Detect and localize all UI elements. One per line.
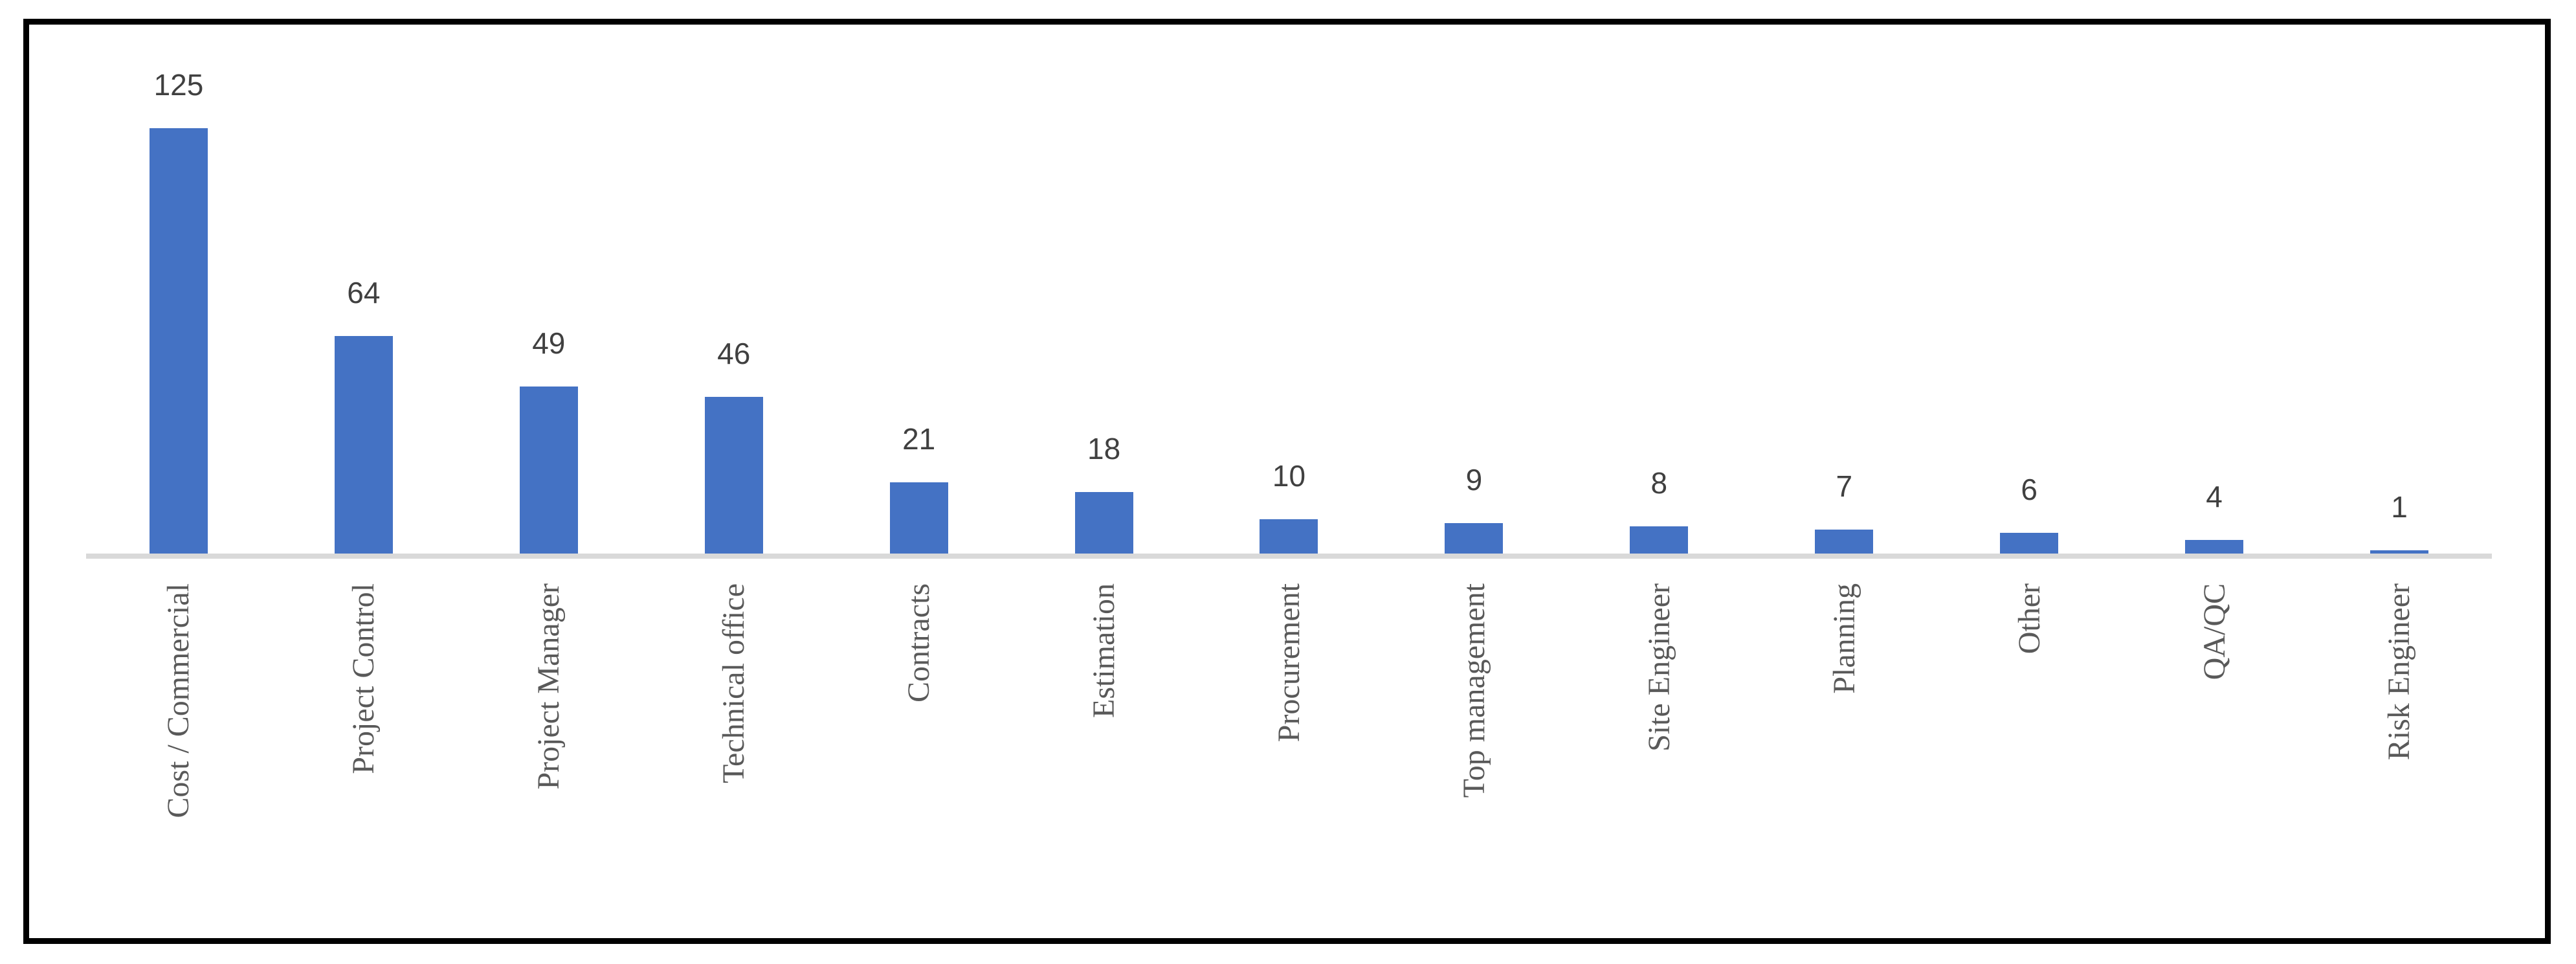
bar <box>1815 530 1874 554</box>
category-label: Cost / Commercial <box>161 583 196 818</box>
chart-border-frame <box>23 19 2551 944</box>
category-label: Risk Engineer <box>2382 583 2417 761</box>
category-label: Top management <box>1456 583 1491 798</box>
category-cell: Cost / Commercial <box>86 583 271 920</box>
data-label: 6 <box>2021 473 2037 506</box>
bar-column: 1 <box>2307 24 2492 554</box>
bar-column: 21 <box>827 24 1012 554</box>
bar <box>704 397 763 554</box>
bar-column: 7 <box>1751 24 1937 554</box>
data-label: 8 <box>1650 466 1668 500</box>
bar-column: 4 <box>2122 24 2307 554</box>
bar-column: 46 <box>641 24 827 554</box>
category-cell: Top management <box>1381 583 1566 920</box>
category-cell: Technical office <box>641 583 827 920</box>
bar <box>1630 526 1689 554</box>
bar-column: 6 <box>1937 24 2122 554</box>
bar <box>2370 550 2429 554</box>
bar <box>2185 540 2244 554</box>
bar <box>519 387 578 554</box>
category-cell: QA/QC <box>2122 583 2307 920</box>
bar <box>334 336 393 554</box>
data-label: 9 <box>1465 463 1483 497</box>
category-label: Procurement <box>1271 583 1306 743</box>
category-label: Technical office <box>716 583 751 783</box>
data-label: 64 <box>347 276 381 309</box>
category-cell: Planning <box>1751 583 1937 920</box>
category-label: Other <box>2012 583 2047 655</box>
category-label: Contracts <box>902 583 937 702</box>
data-label: 125 <box>153 68 204 102</box>
category-label: Planning <box>1827 583 1861 694</box>
category-cell: Other <box>1937 583 2122 920</box>
category-label: Site Engineer <box>1641 583 1676 752</box>
category-label: Estimation <box>1086 583 1121 718</box>
bar <box>149 128 208 554</box>
category-label: Project Manager <box>531 583 566 790</box>
category-cell: Procurement <box>1197 583 1382 920</box>
category-cell: Estimation <box>1012 583 1197 920</box>
bar-column: 125 <box>86 24 271 554</box>
category-cell: Project Control <box>271 583 456 920</box>
category-label: QA/QC <box>2197 583 2232 680</box>
bar-column: 9 <box>1381 24 1566 554</box>
bar-column: 10 <box>1197 24 1382 554</box>
category-cell: Contracts <box>827 583 1012 920</box>
bar <box>1074 492 1133 554</box>
data-label: 10 <box>1272 459 1306 493</box>
data-label: 18 <box>1087 432 1121 465</box>
data-label: 21 <box>902 422 936 456</box>
category-cell: Risk Engineer <box>2307 583 2492 920</box>
category-axis-labels: Cost / Commercial Project Control Project … <box>86 583 2492 920</box>
bar-column: 49 <box>456 24 641 554</box>
bar <box>889 482 948 554</box>
data-label: 46 <box>717 337 751 370</box>
bar-column: 64 <box>271 24 456 554</box>
x-axis-line <box>86 554 2492 559</box>
plot-area: 125 64 49 46 21 18 10 9 8 7 6 4 1 <box>86 24 2492 554</box>
category-cell: Site Engineer <box>1566 583 1751 920</box>
category-label: Project Control <box>346 583 381 774</box>
bar <box>1445 523 1504 554</box>
data-label: 7 <box>1836 469 1853 503</box>
category-cell: Project Manager <box>456 583 641 920</box>
bar-column: 8 <box>1566 24 1751 554</box>
bar-column: 18 <box>1012 24 1197 554</box>
data-label: 1 <box>2391 490 2408 524</box>
data-label: 49 <box>532 326 566 360</box>
bar <box>2000 533 2059 554</box>
bar <box>1260 519 1318 554</box>
data-label: 4 <box>2206 480 2223 513</box>
